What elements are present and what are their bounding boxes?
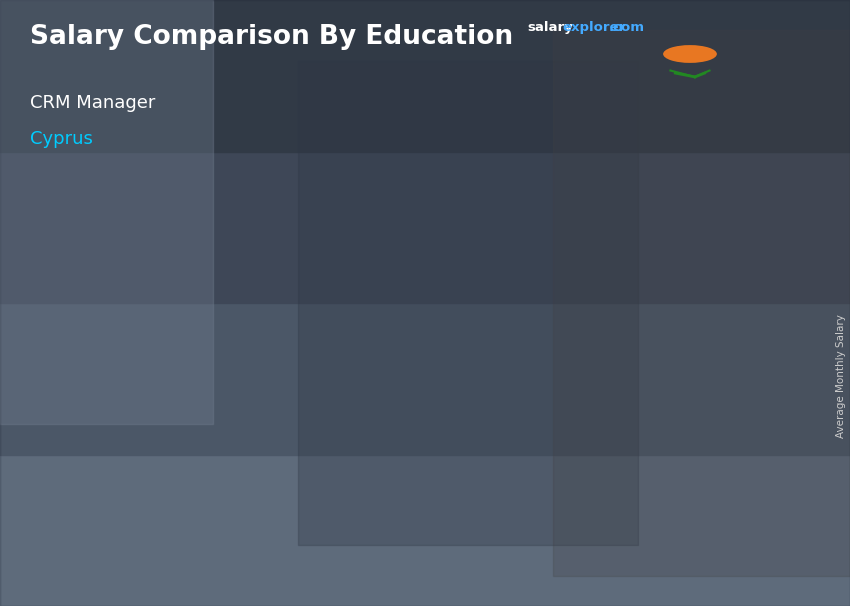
- Polygon shape: [348, 374, 413, 558]
- Text: +37%: +37%: [438, 237, 518, 261]
- Polygon shape: [580, 291, 660, 305]
- Text: +32%: +32%: [207, 322, 287, 345]
- Polygon shape: [348, 364, 429, 374]
- Text: 3,120 EUR: 3,120 EUR: [574, 283, 650, 298]
- Text: Salary Comparison By Education: Salary Comparison By Education: [30, 24, 513, 50]
- Text: 1,720 EUR: 1,720 EUR: [111, 396, 188, 411]
- Polygon shape: [117, 419, 182, 558]
- Text: 2,270 EUR: 2,270 EUR: [343, 352, 419, 367]
- Text: Average Monthly Salary: Average Monthly Salary: [836, 314, 846, 438]
- Text: .com: .com: [609, 21, 644, 34]
- Polygon shape: [182, 411, 198, 558]
- Polygon shape: [644, 291, 660, 558]
- Text: explorer: explorer: [563, 21, 626, 34]
- Text: CRM Manager: CRM Manager: [30, 94, 155, 112]
- Ellipse shape: [663, 45, 717, 63]
- Polygon shape: [117, 411, 198, 419]
- Polygon shape: [413, 364, 429, 558]
- Text: salary: salary: [527, 21, 573, 34]
- Text: Cyprus: Cyprus: [30, 130, 93, 148]
- Polygon shape: [580, 305, 644, 558]
